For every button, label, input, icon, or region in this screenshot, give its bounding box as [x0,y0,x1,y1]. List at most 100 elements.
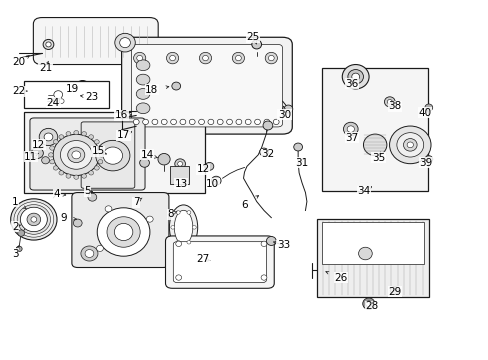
Ellipse shape [88,135,93,139]
Ellipse shape [424,156,432,163]
Ellipse shape [186,240,190,244]
Ellipse shape [97,208,150,256]
Text: 38: 38 [387,102,401,112]
Bar [321,222,423,264]
Text: 3: 3 [12,248,19,258]
Ellipse shape [202,55,208,61]
Ellipse shape [174,210,192,244]
Ellipse shape [166,52,178,64]
Text: 18: 18 [145,85,158,95]
Text: 10: 10 [206,179,219,189]
Ellipse shape [94,166,99,170]
Bar [24,112,204,193]
Ellipse shape [146,216,153,222]
Text: 13: 13 [174,179,187,189]
Ellipse shape [169,55,175,61]
Text: 12: 12 [196,164,209,174]
Ellipse shape [424,104,432,111]
Text: 36: 36 [345,79,358,89]
Text: 26: 26 [334,273,347,283]
Ellipse shape [53,134,99,176]
Ellipse shape [170,119,176,125]
Ellipse shape [81,132,86,136]
Bar [24,81,109,108]
Ellipse shape [98,146,102,150]
Ellipse shape [74,131,79,135]
Ellipse shape [41,157,49,164]
Ellipse shape [254,119,260,125]
Ellipse shape [68,147,84,163]
Ellipse shape [217,119,223,125]
Ellipse shape [136,60,150,71]
Text: 19: 19 [66,84,80,94]
Bar [321,68,427,192]
Text: 21: 21 [39,63,52,73]
FancyBboxPatch shape [173,242,266,283]
Text: 39: 39 [418,158,431,168]
Ellipse shape [211,176,221,185]
Ellipse shape [389,126,430,164]
Text: 40: 40 [418,108,430,118]
Ellipse shape [14,202,54,237]
FancyBboxPatch shape [131,44,282,127]
Ellipse shape [59,135,63,139]
Ellipse shape [226,119,232,125]
Ellipse shape [263,121,272,130]
Ellipse shape [389,287,398,294]
Ellipse shape [59,171,63,175]
Text: 24: 24 [47,98,60,108]
Ellipse shape [293,143,302,151]
Ellipse shape [53,140,58,144]
Ellipse shape [31,148,43,158]
Ellipse shape [235,55,241,61]
Ellipse shape [50,159,55,164]
Ellipse shape [136,74,150,85]
Ellipse shape [17,204,50,234]
Ellipse shape [176,240,180,244]
Ellipse shape [351,73,359,80]
Ellipse shape [180,119,185,125]
Ellipse shape [176,211,180,214]
Text: 12: 12 [32,140,45,150]
Text: 28: 28 [365,301,378,311]
Ellipse shape [199,52,211,64]
Ellipse shape [347,69,363,84]
Ellipse shape [48,153,53,157]
Ellipse shape [88,193,97,201]
Ellipse shape [365,301,371,307]
Ellipse shape [96,246,103,251]
Ellipse shape [103,147,122,164]
Ellipse shape [204,162,213,170]
Ellipse shape [59,99,64,103]
Ellipse shape [346,126,354,132]
Ellipse shape [245,119,251,125]
Ellipse shape [43,40,54,49]
Ellipse shape [161,119,167,125]
Text: 9: 9 [61,213,67,222]
Ellipse shape [251,40,261,49]
Ellipse shape [50,146,55,150]
Text: 2: 2 [12,222,19,231]
Text: 8: 8 [167,209,173,219]
Text: 16: 16 [115,111,128,121]
Ellipse shape [177,162,182,166]
Text: 27: 27 [196,254,209,264]
Ellipse shape [88,171,93,175]
Ellipse shape [74,175,79,179]
Ellipse shape [343,122,357,136]
Ellipse shape [259,148,268,156]
Text: 20: 20 [13,57,26,67]
Ellipse shape [266,237,276,246]
Text: 31: 31 [295,158,308,168]
Ellipse shape [158,153,170,165]
Ellipse shape [136,103,150,114]
Text: 7: 7 [133,197,139,207]
Ellipse shape [44,133,53,141]
Ellipse shape [171,82,180,90]
Ellipse shape [174,159,185,169]
Ellipse shape [20,207,47,231]
Ellipse shape [186,211,190,214]
Text: 23: 23 [85,92,99,102]
Text: 1: 1 [12,197,19,207]
Ellipse shape [105,206,112,212]
